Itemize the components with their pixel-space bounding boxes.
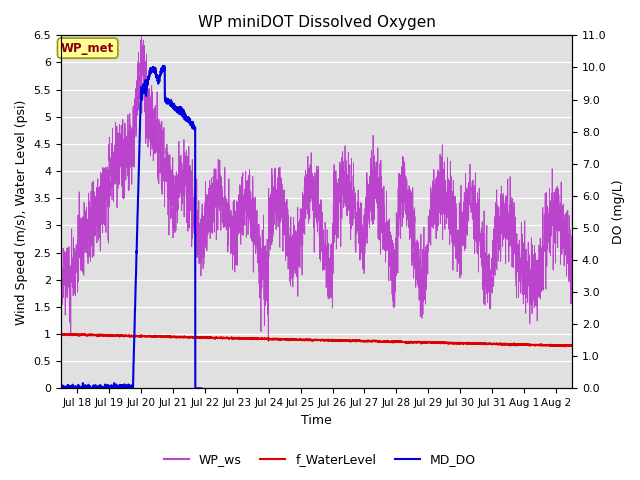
Text: WP_met: WP_met — [61, 42, 115, 55]
Y-axis label: DO (mg/L): DO (mg/L) — [612, 180, 625, 244]
Y-axis label: Wind Speed (m/s), Water Level (psi): Wind Speed (m/s), Water Level (psi) — [15, 99, 28, 324]
X-axis label: Time: Time — [301, 414, 332, 427]
Legend: WP_ws, f_WaterLevel, MD_DO: WP_ws, f_WaterLevel, MD_DO — [159, 448, 481, 471]
Title: WP miniDOT Dissolved Oxygen: WP miniDOT Dissolved Oxygen — [198, 15, 435, 30]
